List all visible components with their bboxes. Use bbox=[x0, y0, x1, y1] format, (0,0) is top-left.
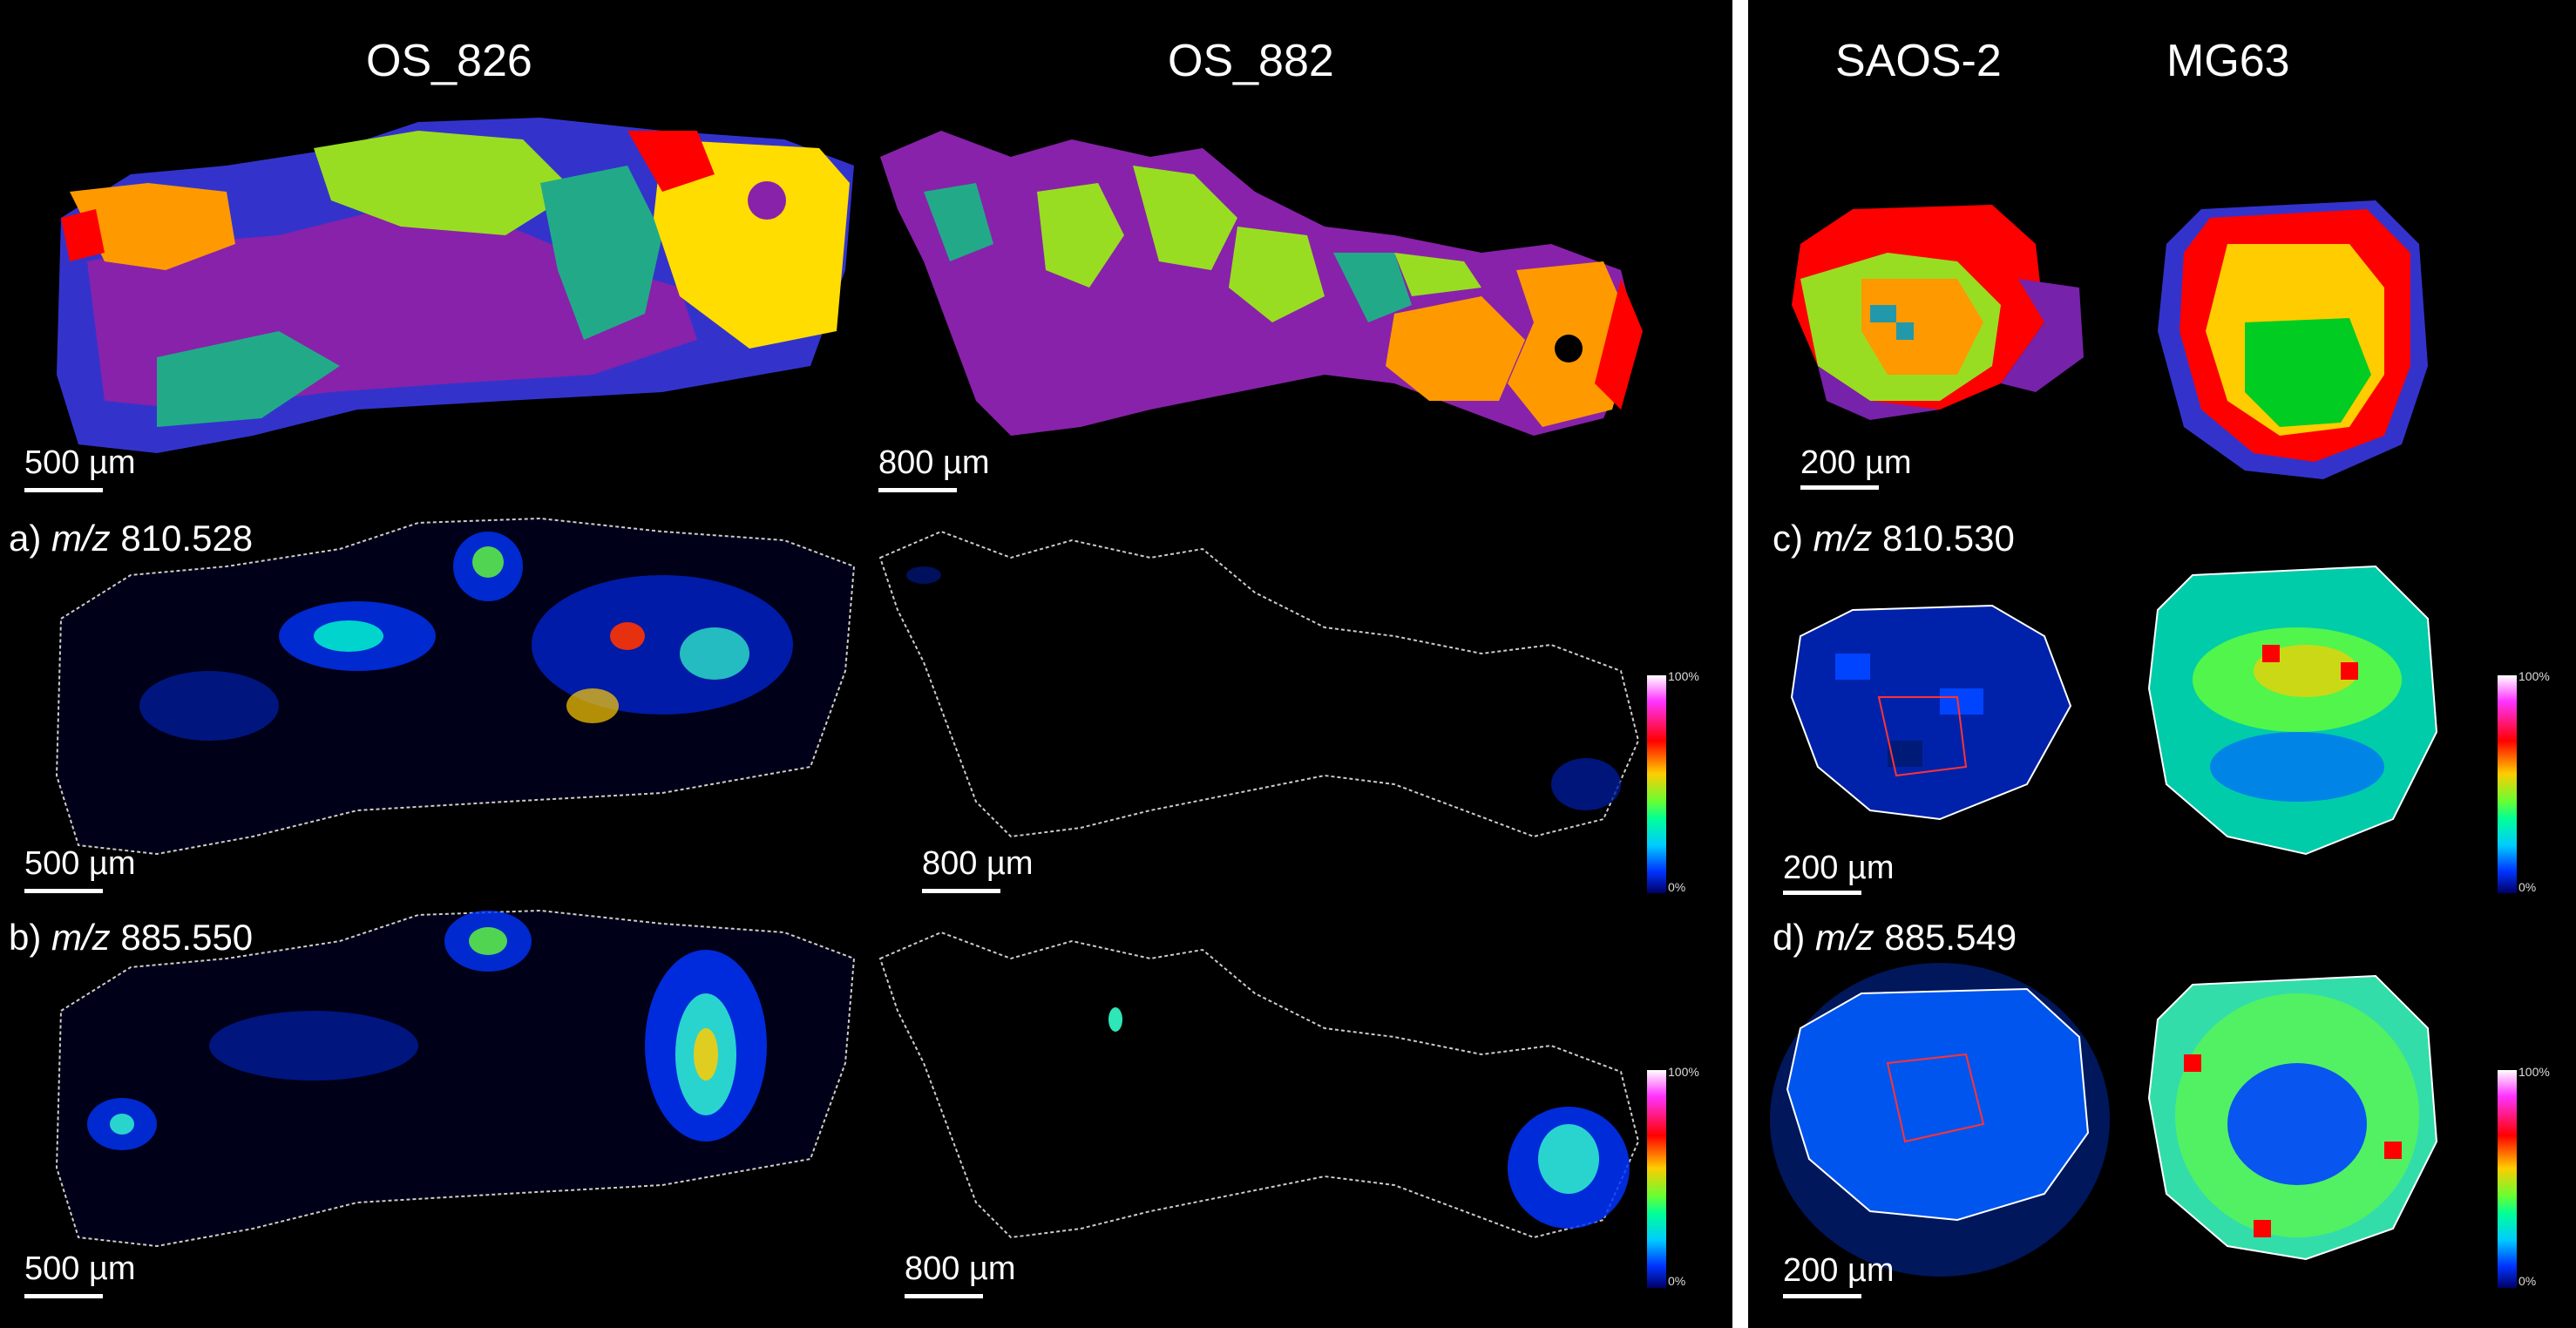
colorbar-min-label: 0% bbox=[2518, 1274, 2537, 1288]
os882-cluster-map bbox=[880, 131, 1643, 436]
scalebar-label-saos2-r1: 200 µm bbox=[1800, 444, 1912, 481]
os882-mz885-intensity-map bbox=[878, 931, 1640, 1239]
row-label-b: b) m/z 885.550 bbox=[9, 917, 254, 958]
scalebar-line bbox=[1783, 891, 1861, 895]
colorbar-min-label: 0% bbox=[2518, 880, 2537, 894]
scalebar-line bbox=[922, 889, 1000, 893]
column-title-mg63: MG63 bbox=[2166, 36, 2290, 86]
scalebar-label-saos2-r2: 200 µm bbox=[1783, 850, 1895, 886]
os882-mz810-intensity-map bbox=[878, 530, 1640, 838]
colorbar bbox=[1647, 1070, 1666, 1288]
scalebar-label-os882-r1: 800 µm bbox=[878, 444, 990, 481]
saos2-mz810-intensity-map bbox=[1790, 604, 2072, 821]
scalebar-line bbox=[24, 488, 103, 492]
scalebar-label-os826-r3: 500 µm bbox=[24, 1250, 136, 1287]
colorbar bbox=[1647, 675, 1666, 893]
scalebar-line bbox=[905, 1294, 983, 1298]
saos2-cluster-map bbox=[1792, 205, 2084, 420]
mg63-mz885-intensity-map bbox=[2147, 974, 2438, 1261]
colorbar bbox=[2498, 1070, 2517, 1288]
colorbar-max-label: 100% bbox=[2518, 669, 2550, 683]
os826-mz885-intensity-map bbox=[55, 909, 856, 1248]
scalebar-label-os882-r2: 800 µm bbox=[922, 845, 1034, 882]
os826-mz810-intensity-map bbox=[55, 517, 856, 856]
colorbar-max-label: 100% bbox=[2518, 1065, 2550, 1079]
mg63-cluster-map bbox=[2158, 200, 2428, 479]
row-label-a: a) m/z 810.528 bbox=[9, 518, 254, 559]
colorbar-max-label: 100% bbox=[1668, 669, 1699, 683]
colorbar-min-label: 0% bbox=[1668, 880, 1686, 894]
column-title-os826: OS_826 bbox=[366, 36, 532, 86]
scalebar-label-os826-r2: 500 µm bbox=[24, 845, 136, 882]
mg63-mz810-intensity-map bbox=[2147, 565, 2438, 856]
scalebar-label-saos2-r3: 200 µm bbox=[1783, 1252, 1895, 1289]
colorbar-min-label: 0% bbox=[1668, 1274, 1686, 1288]
scalebar-label-os882-r3: 800 µm bbox=[905, 1250, 1016, 1287]
scalebar-line bbox=[1783, 1294, 1861, 1298]
scalebar-line bbox=[24, 889, 103, 893]
tissue-panel: OS_826 OS_882 500 µm 800 µm a) m/z 810.5… bbox=[0, 0, 1732, 1328]
cell-line-panel: SAOS-2 MG63 200 µm c) m/z 810.530 10 bbox=[1748, 0, 2576, 1328]
scalebar-line bbox=[1800, 485, 1879, 490]
scalebar-line bbox=[878, 488, 957, 492]
scalebar-label-os826-r1: 500 µm bbox=[24, 444, 136, 481]
os826-cluster-map bbox=[57, 118, 854, 453]
row-label-c: c) m/z 810.530 bbox=[1773, 518, 2015, 559]
scalebar-line bbox=[24, 1294, 103, 1298]
colorbar bbox=[2498, 675, 2517, 893]
colorbar-max-label: 100% bbox=[1668, 1065, 1699, 1079]
saos2-mz885-intensity-map bbox=[1770, 963, 2110, 1277]
column-title-saos2: SAOS-2 bbox=[1835, 36, 2002, 86]
row-label-d: d) m/z 885.549 bbox=[1773, 917, 2017, 958]
column-title-os882: OS_882 bbox=[1168, 36, 1334, 86]
